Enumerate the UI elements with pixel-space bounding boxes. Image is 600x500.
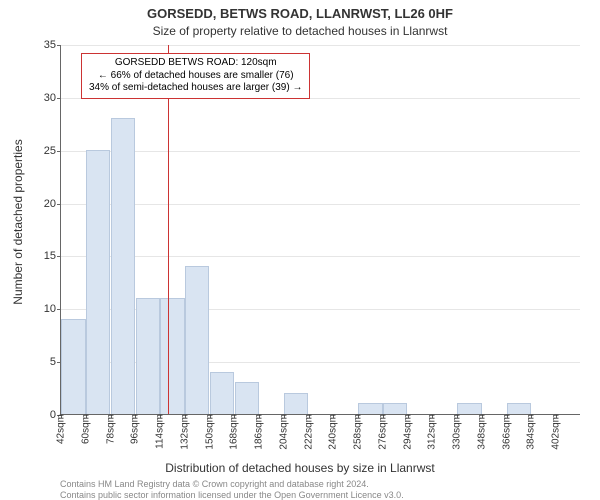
attribution-line: Contains HM Land Registry data © Crown c… [60,479,404,490]
gridline [61,204,580,205]
xtick-label: 366sqm [497,414,512,450]
bar [284,393,308,414]
ytick-label: 5 [50,356,61,368]
xtick-label: 60sqm [76,414,91,444]
bar [507,403,531,414]
ytick-label: 15 [44,250,61,262]
ytick-label: 25 [44,145,61,157]
xtick-label: 240sqm [324,414,339,450]
xtick-label: 96sqm [126,414,141,444]
bar [383,403,407,414]
plot-area: 0510152025303542sqm60sqm78sqm96sqm114sqm… [60,45,580,415]
xtick-label: 150sqm [200,414,215,450]
chart-container: { "title": "GORSEDD, BETWS ROAD, LLANRWS… [0,0,600,500]
gridline [61,151,580,152]
bar [86,150,110,414]
bar [160,298,184,414]
gridline [61,45,580,46]
bar [457,403,481,414]
xtick-label: 330sqm [448,414,463,450]
xtick-label: 348sqm [472,414,487,450]
xtick-label: 186sqm [250,414,265,450]
xtick-label: 78sqm [101,414,116,444]
x-axis-label: Distribution of detached houses by size … [0,461,600,475]
xtick-label: 42sqm [52,414,67,444]
xtick-label: 312sqm [423,414,438,450]
ytick-label: 20 [44,198,61,210]
ytick-label: 35 [44,39,61,51]
annotation-line: 34% of semi-detached houses are larger (… [89,82,302,95]
chart-subtitle: Size of property relative to detached ho… [0,24,600,38]
xtick-label: 276sqm [373,414,388,450]
bar [235,382,259,414]
xtick-label: 294sqm [398,414,413,450]
xtick-label: 132sqm [175,414,190,450]
xtick-label: 258sqm [349,414,364,450]
marker-line [168,45,169,414]
attribution-line: Contains public sector information licen… [60,490,404,500]
chart-title: GORSEDD, BETWS ROAD, LLANRWST, LL26 0HF [0,6,600,21]
bar [111,118,135,414]
y-axis-label: Number of detached properties [11,139,25,304]
bar [136,298,160,414]
xtick-label: 204sqm [274,414,289,450]
xtick-label: 168sqm [225,414,240,450]
xtick-label: 222sqm [299,414,314,450]
annotation-line: ← 66% of detached houses are smaller (76… [89,70,302,83]
ytick-label: 10 [44,303,61,315]
attribution: Contains HM Land Registry data © Crown c… [60,479,404,500]
gridline [61,256,580,257]
bar [185,266,209,414]
annotation-box: GORSEDD BETWS ROAD: 120sqm← 66% of detac… [81,53,310,99]
xtick-label: 384sqm [522,414,537,450]
bar [358,403,382,414]
bar [210,372,234,414]
xtick-label: 402sqm [547,414,562,450]
xtick-label: 114sqm [151,414,166,449]
ytick-label: 30 [44,92,61,104]
bar [61,319,85,414]
annotation-line: GORSEDD BETWS ROAD: 120sqm [89,57,302,70]
